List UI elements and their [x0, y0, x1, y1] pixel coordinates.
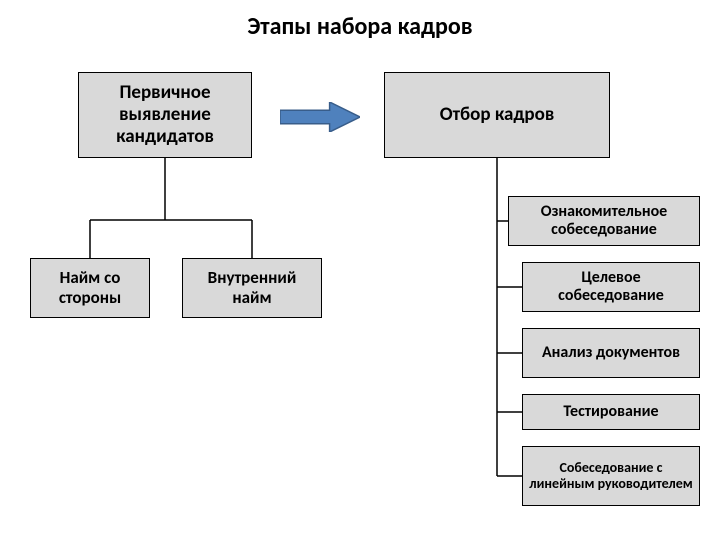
- box-internal-hire: Внутренний найм: [182, 258, 322, 318]
- box-testing: Тестирование: [522, 394, 700, 430]
- box-label: Ознакомительное собеседование: [515, 203, 693, 240]
- box-line-manager-interview: Собеседование с линейным руководителем: [522, 446, 700, 506]
- box-document-analysis: Анализ документов: [522, 328, 700, 378]
- box-label: Целевое собеседование: [529, 269, 693, 306]
- box-primary-identification: Первичное выявление кандидатов: [78, 72, 252, 158]
- box-intro-interview: Ознакомительное собеседование: [508, 196, 700, 246]
- box-label: Собеседование с линейным руководителем: [529, 460, 693, 492]
- box-label: Внутренний найм: [189, 268, 315, 307]
- box-label: Первичное выявление кандидатов: [85, 82, 245, 148]
- diagram-title: Этапы набора кадров: [0, 12, 720, 41]
- box-label: Отбор кадров: [440, 104, 555, 126]
- box-personnel-selection: Отбор кадров: [384, 72, 610, 158]
- box-label: Тестирование: [563, 403, 658, 421]
- flow-arrow: [280, 102, 360, 137]
- box-target-interview: Целевое собеседование: [522, 262, 700, 312]
- box-external-hire: Найм со стороны: [30, 258, 150, 318]
- box-label: Найм со стороны: [37, 268, 143, 307]
- box-label: Анализ документов: [542, 344, 680, 362]
